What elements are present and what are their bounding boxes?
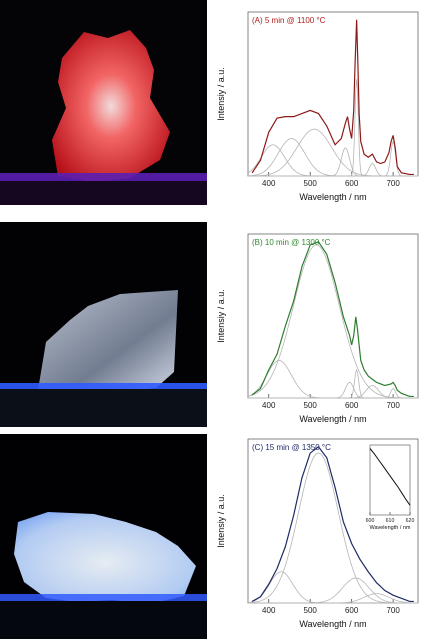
x-tick-label: 600 <box>345 606 359 615</box>
plot-frame <box>247 233 419 399</box>
x-axis-label: Wavelength / nm <box>299 414 366 424</box>
x-tick-label: 700 <box>386 179 400 188</box>
chart-c: (C) 15 min @ 1350 °C 400 500 600 700 Waveleng… <box>212 427 423 640</box>
y-axis-label: Intensiy / a.u. <box>216 494 226 548</box>
x-axis-label: Wavelength / nm <box>299 619 366 629</box>
inset-x-tick-label: 600 <box>366 518 375 524</box>
component-curve <box>247 452 418 604</box>
glass-fragment <box>38 290 178 392</box>
x-tick-label: 700 <box>386 401 400 410</box>
x-tick-label: 500 <box>304 179 318 188</box>
component-curve <box>248 593 419 604</box>
plot-frame <box>247 11 419 177</box>
sample-photo-a <box>0 0 207 205</box>
chart-title: (C) 15 min @ 1350 °C <box>252 443 331 452</box>
glass-fragment <box>14 512 196 604</box>
x-tick-label: 700 <box>386 606 400 615</box>
x-tick-label: 600 <box>345 401 359 410</box>
component-curve <box>248 140 418 177</box>
chart-title: (A) 5 min @ 1100 °C <box>252 16 326 25</box>
inset-series <box>369 448 411 506</box>
y-axis-label: Intensiy / a.u. <box>216 289 226 343</box>
x-axis-label: Wavelength / nm <box>299 192 366 202</box>
x-tick-label: 400 <box>262 179 276 188</box>
sample-photo-b <box>0 222 207 427</box>
sample-photo-c <box>0 434 207 639</box>
series-line <box>251 445 414 603</box>
chart-b: (B) 10 min @ 1300 °C 400 500 600 700 Waveleng… <box>212 222 423 435</box>
component-curve <box>248 388 418 399</box>
x-tick-label: 500 <box>304 401 318 410</box>
x-tick-label: 400 <box>262 606 276 615</box>
series-line <box>251 19 414 176</box>
chart-a: (A) 5 min @ 1100 °C 400 500 600 700 Wavelengt… <box>212 0 423 213</box>
y-axis-label: Intensiy / a.u. <box>216 67 226 121</box>
inset-x-axis-label: Wavelength / nm <box>369 525 410 531</box>
x-tick-label: 400 <box>262 401 276 410</box>
inset-x-tick-label: 610 <box>386 518 395 524</box>
x-tick-label: 600 <box>345 179 359 188</box>
x-tick-label: 500 <box>304 606 318 615</box>
component-curve <box>247 244 418 399</box>
inset-x-tick-label: 620 <box>406 518 415 524</box>
glass-fragment <box>52 30 170 182</box>
chart-title: (B) 10 min @ 1300 °C <box>252 238 331 247</box>
series-line <box>251 241 414 398</box>
